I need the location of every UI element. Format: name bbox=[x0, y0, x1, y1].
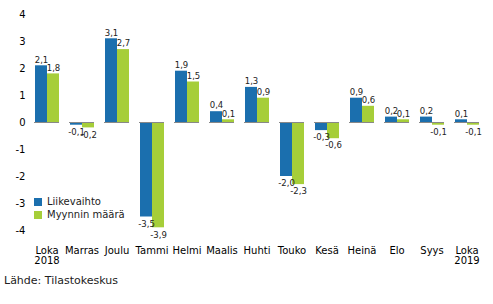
svg-text:Helmi: Helmi bbox=[173, 245, 202, 256]
svg-text:1,9: 1,9 bbox=[175, 60, 189, 70]
svg-text:-0,2: -0,2 bbox=[80, 130, 97, 140]
svg-text:-1: -1 bbox=[16, 144, 26, 155]
svg-text:-3,9: -3,9 bbox=[150, 230, 167, 240]
html-text:Liikevaihto: Liikevaihto bbox=[47, 196, 101, 207]
svg-text:2: 2 bbox=[19, 63, 25, 74]
svg-text:Syys: Syys bbox=[420, 245, 443, 256]
svg-text:Loka2018: Loka2018 bbox=[34, 245, 59, 266]
svg-text:0,4: 0,4 bbox=[209, 100, 224, 111]
html-text:Lähde: Tilastokeskus: Lähde: Tilastokeskus bbox=[4, 274, 118, 287]
svg-text:0,1: 0,1 bbox=[222, 109, 236, 119]
svg-text:0,2: 0,2 bbox=[420, 106, 434, 116]
svg-text:3,1: 3,1 bbox=[105, 28, 119, 38]
svg-text:Touko: Touko bbox=[277, 245, 306, 256]
svg-text:4: 4 bbox=[19, 9, 25, 20]
svg-text:1,3: 1,3 bbox=[245, 76, 259, 86]
svg-text:Marras: Marras bbox=[65, 245, 99, 256]
svg-text:1: 1 bbox=[19, 90, 25, 101]
svg-text:-0,1: -0,1 bbox=[68, 126, 85, 137]
svg-text:0: 0 bbox=[19, 117, 25, 128]
svg-text:Kesä: Kesä bbox=[315, 245, 339, 256]
svg-text:-3: -3 bbox=[16, 198, 26, 209]
svg-text:-0,1: -0,1 bbox=[465, 127, 482, 137]
svg-text:3: 3 bbox=[19, 36, 25, 47]
svg-text:-2,0: -2,0 bbox=[278, 178, 295, 189]
svg-text:0,9: 0,9 bbox=[257, 87, 271, 97]
svg-text:2,7: 2,7 bbox=[117, 38, 131, 48]
svg-text:-2: -2 bbox=[16, 171, 26, 182]
svg-text:Elo: Elo bbox=[389, 245, 404, 256]
svg-text:-0,6: -0,6 bbox=[325, 140, 342, 150]
svg-text:0,1: 0,1 bbox=[397, 109, 411, 119]
svg-text:0,9: 0,9 bbox=[349, 86, 364, 97]
svg-text:2,1: 2,1 bbox=[34, 54, 49, 65]
svg-text:Huhti: Huhti bbox=[244, 245, 271, 256]
svg-text:-0,3: -0,3 bbox=[313, 132, 330, 143]
svg-text:Loka2019: Loka2019 bbox=[454, 245, 479, 266]
svg-text:1,8: 1,8 bbox=[47, 63, 61, 73]
svg-text:-3,5: -3,5 bbox=[138, 219, 155, 229]
svg-text:0,6: 0,6 bbox=[362, 95, 376, 105]
svg-text:1,5: 1,5 bbox=[187, 71, 201, 81]
svg-text:-2,3: -2,3 bbox=[290, 186, 307, 196]
svg-text:Heinä: Heinä bbox=[348, 245, 377, 256]
svg-text:-0,1: -0,1 bbox=[430, 127, 447, 137]
svg-text:Joulu: Joulu bbox=[104, 245, 130, 256]
svg-text:0,1: 0,1 bbox=[455, 109, 469, 119]
svg-text:Tammi: Tammi bbox=[135, 245, 169, 256]
svg-text:0,2: 0,2 bbox=[384, 105, 399, 116]
svg-text:Maalis: Maalis bbox=[206, 245, 238, 256]
html-text:Myynnin määrä: Myynnin määrä bbox=[47, 209, 125, 220]
svg-text:-4: -4 bbox=[16, 225, 26, 236]
